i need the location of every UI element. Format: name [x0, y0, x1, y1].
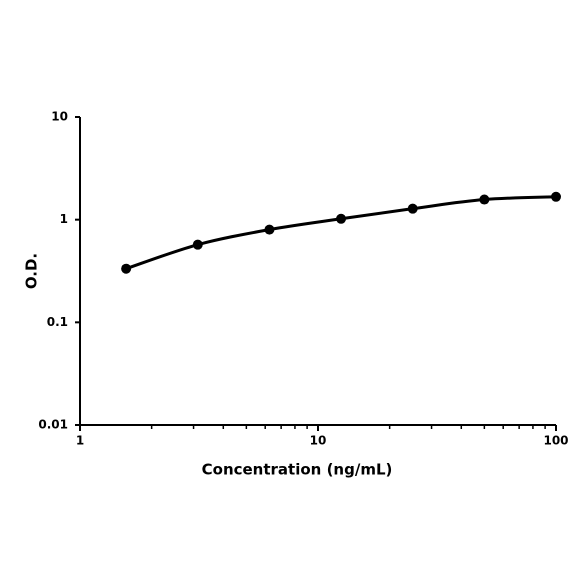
- y-tick-label: 10: [51, 110, 68, 124]
- data-point: [192, 239, 203, 250]
- x-tick-label: 100: [543, 434, 568, 448]
- data-point: [336, 213, 347, 224]
- x-tick-label: 1: [76, 434, 84, 448]
- y-tick-label: 1: [60, 212, 68, 226]
- x-tick-label: 10: [310, 434, 327, 448]
- data-point: [121, 263, 132, 274]
- x-axis-label: Concentration (ng/mL): [202, 461, 393, 479]
- y-axis-label: O.D.: [23, 253, 41, 289]
- data-point: [479, 194, 490, 205]
- y-tick-label: 0.1: [47, 315, 68, 329]
- y-tick-label: 0.01: [38, 418, 68, 432]
- data-point: [264, 224, 275, 235]
- data-point: [407, 203, 418, 214]
- data-point: [551, 191, 561, 202]
